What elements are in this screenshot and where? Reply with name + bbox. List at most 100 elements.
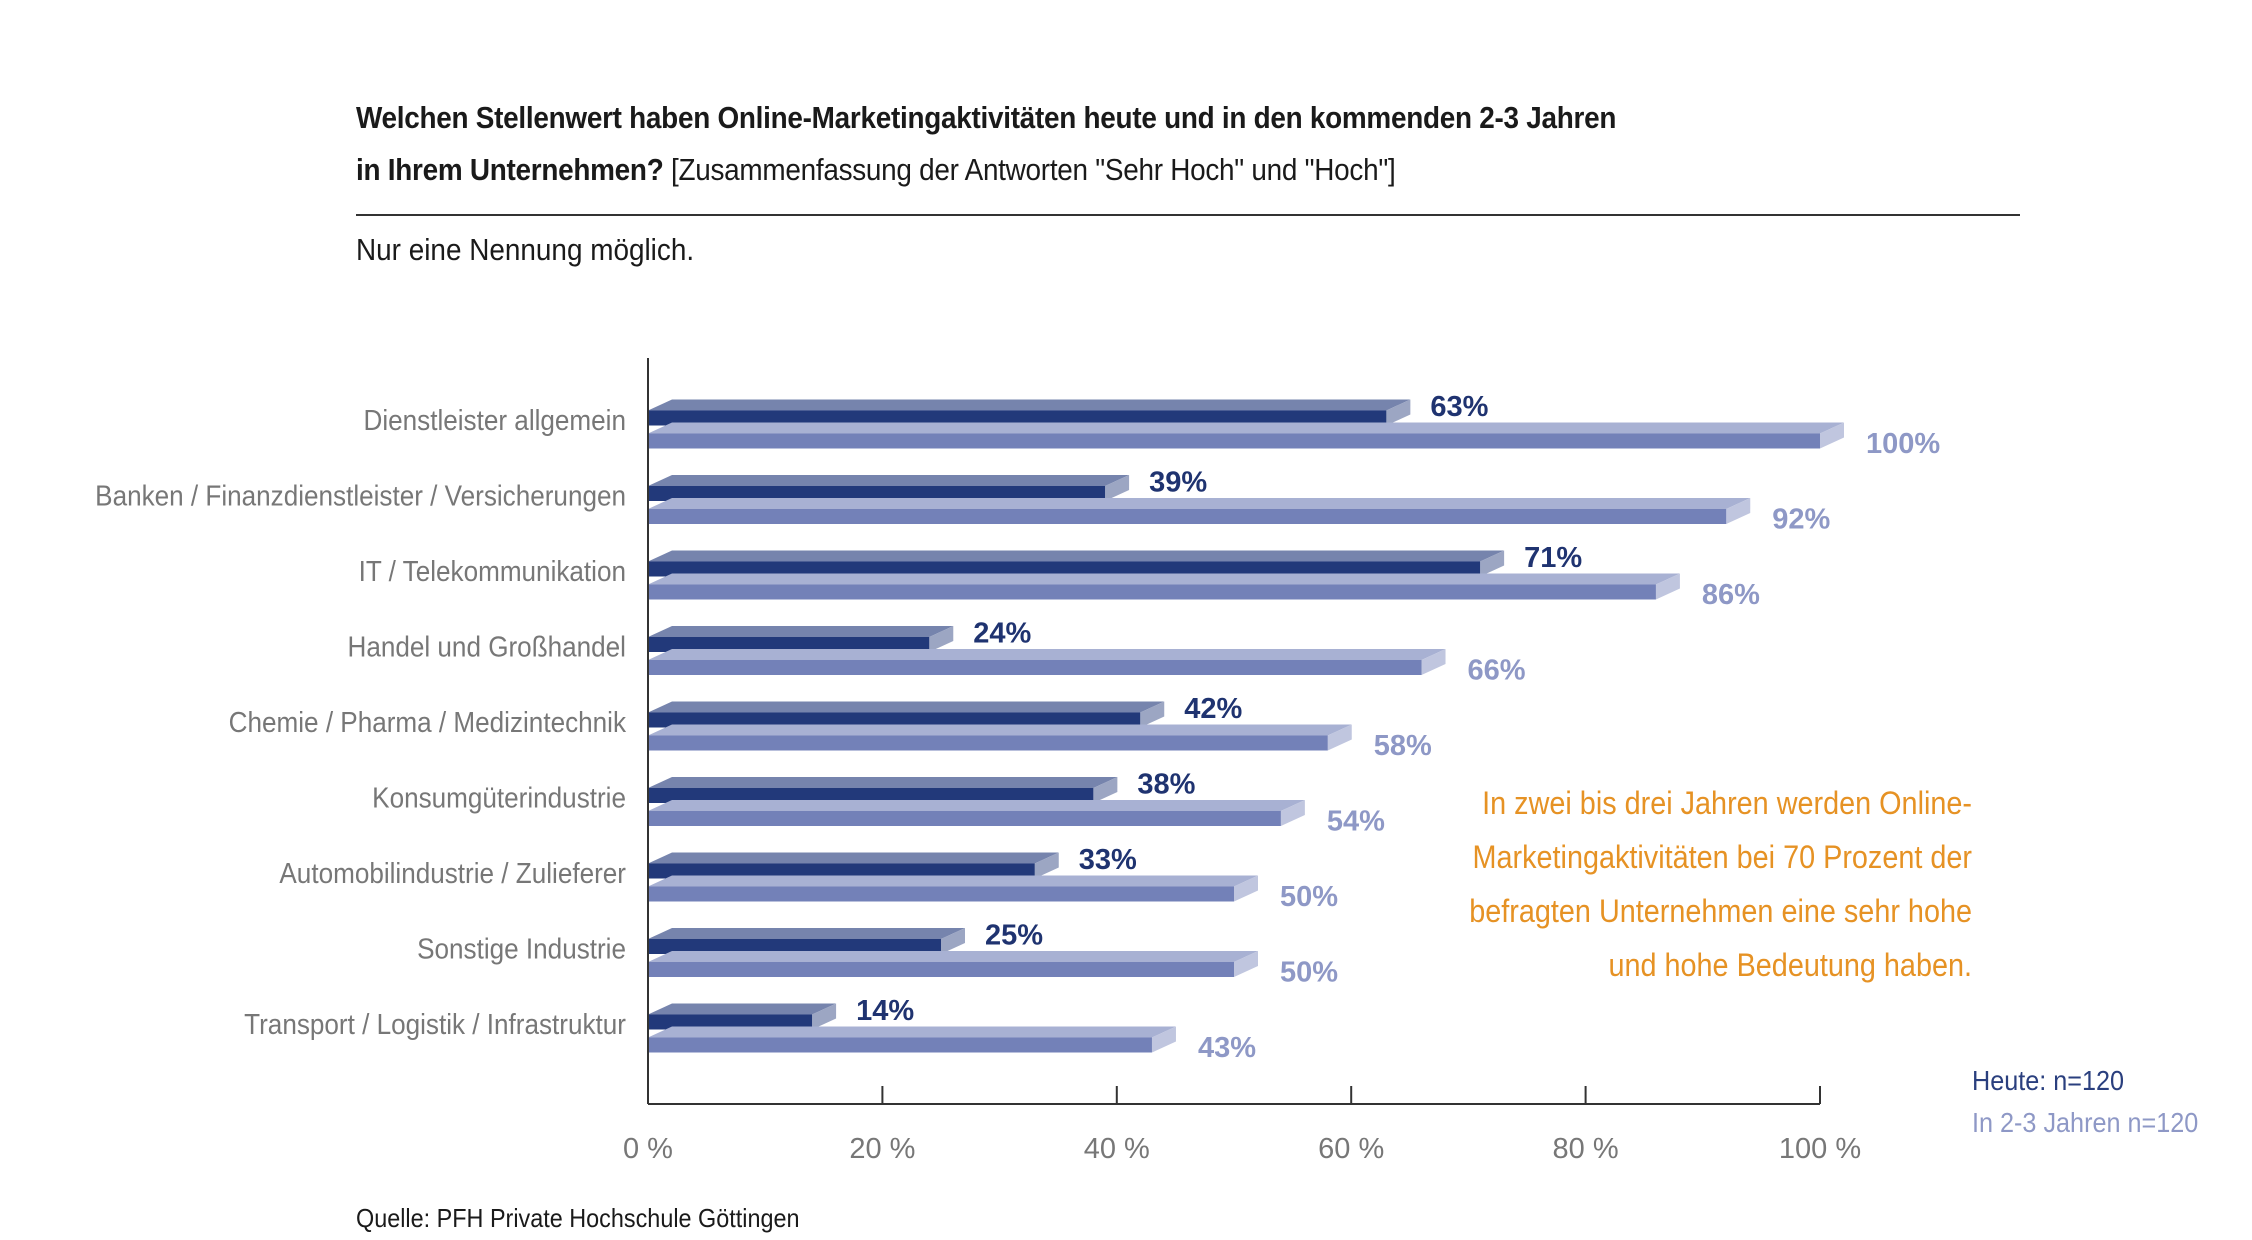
bar-now-top — [648, 701, 1165, 713]
bar-future-end — [1234, 951, 1258, 977]
title-line-1: Welchen Stellenwert haben Online-Marketi… — [356, 100, 1617, 135]
header-divider — [356, 214, 2020, 216]
data-label-future: 86% — [1702, 579, 1760, 611]
bar-future-top — [648, 724, 1352, 736]
bar-future-end — [1151, 1026, 1176, 1053]
legend-item-now: Heute: n=120 — [1972, 1065, 2125, 1096]
bar-future-end — [1726, 498, 1751, 524]
bar-now-end — [1034, 852, 1059, 879]
data-label-now: 24% — [973, 618, 1031, 650]
bar-now-end — [1480, 550, 1505, 577]
data-label-future: 58% — [1374, 730, 1432, 762]
bar-now-top — [648, 928, 965, 939]
bar-now — [648, 561, 1481, 577]
data-label-now: 39% — [1149, 467, 1207, 499]
bar-future-top — [648, 951, 1258, 962]
bar-now — [648, 637, 930, 652]
data-label-future: 50% — [1280, 881, 1338, 913]
bar-now — [648, 788, 1094, 803]
bar-future-top — [648, 498, 1751, 509]
category-label: Handel und Großhandel — [348, 630, 626, 663]
title-question-end: in Ihrem Unternehmen? — [356, 152, 664, 187]
data-label-now: 38% — [1137, 769, 1195, 801]
data-label-future: 100% — [1866, 428, 1940, 460]
x-tick-label: 40 % — [1084, 1133, 1150, 1165]
category-label: IT / Telekommunikation — [359, 555, 626, 588]
bar-future-end — [1820, 422, 1844, 449]
bar-now — [648, 486, 1106, 501]
chart-title: Welchen Stellenwert haben Online-Marketi… — [356, 92, 2020, 196]
category-label: Transport / Logistik / Infrastruktur — [244, 1008, 626, 1041]
bar-future-top — [648, 649, 1446, 660]
bar-future — [648, 660, 1422, 675]
title-note: [Zusammenfassung der Antworten "Sehr Hoc… — [670, 152, 1396, 187]
annotation-callout: In zwei bis drei Jahren werden Online-Ma… — [1469, 785, 1972, 983]
bar-now — [648, 1014, 813, 1030]
bar-now — [648, 712, 1141, 728]
data-label-future: 92% — [1772, 504, 1830, 536]
bar-now-end — [1386, 399, 1411, 426]
bar-future-top — [648, 573, 1680, 585]
bar-future — [648, 735, 1328, 751]
title-line-2: in Ihrem Unternehmen? [Zusammenfassung d… — [356, 144, 1854, 196]
data-label-future: 43% — [1198, 1032, 1256, 1064]
bar-future — [648, 509, 1727, 524]
data-label-future: 66% — [1468, 655, 1526, 687]
bar-now-end — [1105, 475, 1130, 501]
bar-now-end — [1140, 701, 1165, 728]
bar-future-top — [648, 800, 1305, 811]
bar-future — [648, 811, 1281, 826]
bar-future-end — [1327, 724, 1352, 751]
data-label-now: 42% — [1184, 693, 1242, 725]
bar-future-top — [648, 875, 1258, 887]
bar-now-top — [648, 475, 1130, 486]
bar-future-top — [648, 422, 1844, 434]
category-label: Sonstige Industrie — [417, 932, 626, 965]
x-tick-label: 20 % — [849, 1133, 915, 1165]
bar-now-top — [648, 550, 1505, 562]
bar-future — [648, 584, 1656, 600]
bar-future-end — [1655, 573, 1680, 600]
data-label-now: 25% — [985, 920, 1043, 952]
category-label: Konsumgüterindustrie — [372, 781, 626, 814]
category-label: Banken / Finanzdienstleister / Versicher… — [95, 479, 626, 512]
x-tick-label: 100 % — [1779, 1133, 1861, 1165]
bar-now — [648, 863, 1035, 879]
data-label-future: 50% — [1280, 957, 1338, 989]
x-tick-label: 80 % — [1553, 1133, 1619, 1165]
data-label-now: 33% — [1079, 844, 1137, 876]
bar-now-end — [941, 928, 965, 954]
legend: Heute: n=120 In 2-3 Jahren n=120 — [1972, 1060, 2198, 1144]
bar-now-top — [648, 852, 1059, 864]
bar-future — [648, 433, 1820, 449]
bar-now-top — [648, 1003, 837, 1015]
bar-future — [648, 886, 1234, 902]
legend-item-future: In 2-3 Jahren n=120 — [1972, 1107, 2199, 1138]
source-note: Quelle: PFH Private Hochschule Göttingen — [356, 1203, 800, 1233]
bar-now-top — [648, 626, 954, 637]
bar-now-top — [648, 399, 1411, 411]
bar-future — [648, 962, 1234, 977]
bar-now — [648, 939, 941, 954]
category-label: Automobilindustrie / Zulieferer — [279, 857, 626, 890]
bar-future-end — [1234, 875, 1258, 902]
bar-now-end — [812, 1003, 837, 1030]
bar-future-top — [648, 1026, 1176, 1038]
bar-now-end — [1093, 777, 1118, 803]
bar-future-end — [1421, 649, 1446, 675]
chart-subtitle: Nur eine Nennung möglich. — [356, 232, 695, 267]
bar-now-end — [929, 626, 954, 652]
x-tick-label: 60 % — [1318, 1133, 1384, 1165]
data-label-now: 63% — [1430, 391, 1488, 423]
data-label-now: 71% — [1524, 542, 1582, 574]
category-label: Chemie / Pharma / Medizintechnik — [229, 706, 627, 739]
bar-now-top — [648, 777, 1118, 788]
bar-future-end — [1280, 800, 1305, 826]
data-label-now: 14% — [856, 995, 914, 1027]
bar-now — [648, 410, 1387, 426]
bar-future — [648, 1037, 1152, 1053]
category-label: Dienstleister allgemein — [364, 404, 626, 437]
x-tick-label: 0 % — [623, 1133, 673, 1165]
data-label-future: 54% — [1327, 806, 1385, 838]
